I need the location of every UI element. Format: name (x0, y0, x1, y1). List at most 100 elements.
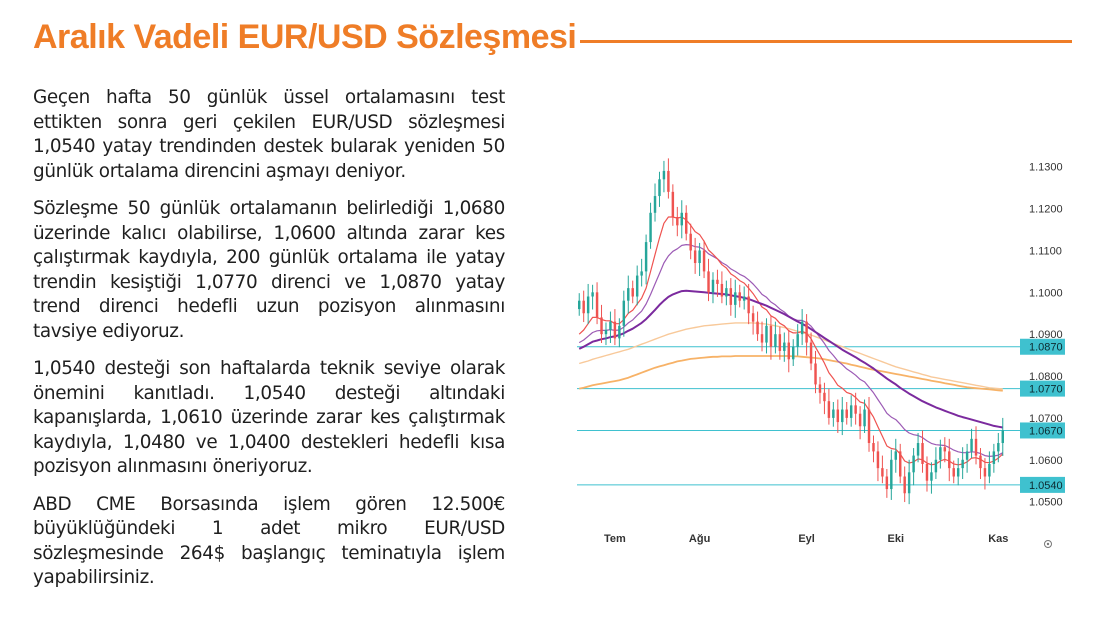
candle-body (916, 443, 920, 456)
settings-icon-dot (1046, 542, 1050, 546)
candle-body (604, 330, 608, 335)
y-tick-label: 1.0700 (1029, 413, 1063, 425)
candle-body (863, 409, 866, 427)
candle-body (894, 451, 897, 460)
settings-icon (1044, 540, 1052, 548)
ema-mid-line (578, 244, 1004, 457)
candle-body (586, 296, 590, 314)
ema-50-line (578, 289, 1003, 429)
candle-body (796, 334, 799, 347)
candle-body (734, 292, 737, 305)
y-tick-label: 1.0800 (1029, 371, 1063, 383)
candle-body (912, 455, 915, 473)
candle-body (671, 191, 675, 217)
y-tick-label: 1.1300 (1029, 162, 1063, 174)
candle-body (756, 321, 759, 335)
candle-body (948, 451, 951, 469)
candle-body (805, 321, 808, 343)
candle-body (783, 342, 786, 351)
candle-body (689, 233, 692, 251)
level-tag-bg (1020, 338, 1072, 355)
candle-body (845, 409, 848, 418)
candle-body (952, 468, 955, 477)
candle-body (876, 451, 880, 469)
candle-body (720, 283, 724, 297)
candle-body (827, 401, 831, 418)
candle-body (943, 447, 947, 452)
candle-body (925, 463, 929, 481)
candle-body (760, 334, 764, 343)
candle-body (729, 288, 733, 305)
candle-body (832, 409, 835, 418)
candle-body (595, 292, 599, 318)
candle-body (907, 472, 911, 494)
y-tick-label: 1.0900 (1029, 329, 1063, 341)
candle-body (823, 392, 826, 402)
x-tick-label: Kas (988, 533, 1008, 545)
candle-body (974, 438, 978, 456)
page-title: Aralık Vadeli EUR/USD Sözleşmesi (33, 18, 577, 56)
commentary-text: Geçen hafta 50 günlük üssel ortalamasını… (33, 86, 505, 604)
candle-body (988, 463, 991, 477)
candle-body (609, 321, 612, 330)
candle-body (818, 384, 822, 393)
candle-body (885, 476, 889, 490)
candle-body (774, 334, 777, 347)
candle-body (934, 459, 938, 473)
candle-body (854, 405, 857, 414)
candle-body (742, 296, 746, 301)
candle-body (640, 271, 643, 276)
candle-body (961, 459, 964, 469)
level-tag-bg (1020, 476, 1072, 493)
candle-body (769, 325, 773, 347)
candle-body (635, 275, 639, 297)
candle-body (858, 413, 862, 427)
x-tick-label: Tem (604, 533, 626, 545)
level-tag-label: 1.0870 (1029, 342, 1063, 354)
candle-body (622, 300, 626, 326)
candle-body (644, 242, 648, 272)
level-tag-label: 1.0770 (1029, 384, 1063, 396)
candle-body (578, 300, 581, 310)
candle-body (653, 196, 657, 213)
candle-body (667, 170, 670, 192)
candle-body (600, 317, 603, 335)
candle-body (809, 342, 813, 364)
y-tick-label: 1.0500 (1029, 497, 1063, 509)
candle-body (778, 334, 782, 351)
ma-200-line (579, 355, 1003, 392)
candle-body (992, 451, 996, 464)
candle-body (618, 325, 621, 339)
candle-body (890, 459, 893, 490)
x-tick-label: Eyl (798, 533, 815, 545)
candle-body (613, 321, 617, 339)
paragraph-1: Geçen hafta 50 günlük üssel ortalamasını… (33, 87, 505, 182)
x-tick-label: Eki (888, 533, 905, 545)
candle-body (591, 292, 594, 297)
candle-body (965, 451, 969, 460)
candle-body (725, 288, 728, 297)
candle-body (676, 216, 679, 226)
candle-body (698, 250, 701, 264)
candle-body (738, 292, 741, 301)
candle-body (693, 250, 697, 264)
candle-body (836, 409, 840, 423)
candle-body (702, 250, 706, 272)
candle-body (787, 342, 790, 360)
level-tag-label: 1.0540 (1029, 480, 1063, 492)
candle-body (627, 288, 630, 301)
candle-body (872, 443, 875, 452)
candle-body (881, 468, 884, 477)
candle-body (707, 271, 710, 293)
title-rule (580, 40, 1072, 43)
ema-fast-line (578, 216, 1004, 466)
chart-svg: 1.13001.12001.11001.10001.09001.08001.07… (577, 158, 1072, 548)
candle-body (970, 438, 973, 452)
level-tag-bg (1020, 422, 1072, 439)
candle-body (680, 212, 683, 226)
candle-body (658, 179, 661, 197)
candle-body (800, 321, 804, 335)
candle-body (792, 346, 795, 360)
y-tick-label: 1.1100 (1029, 245, 1062, 257)
candle-body (716, 279, 719, 284)
